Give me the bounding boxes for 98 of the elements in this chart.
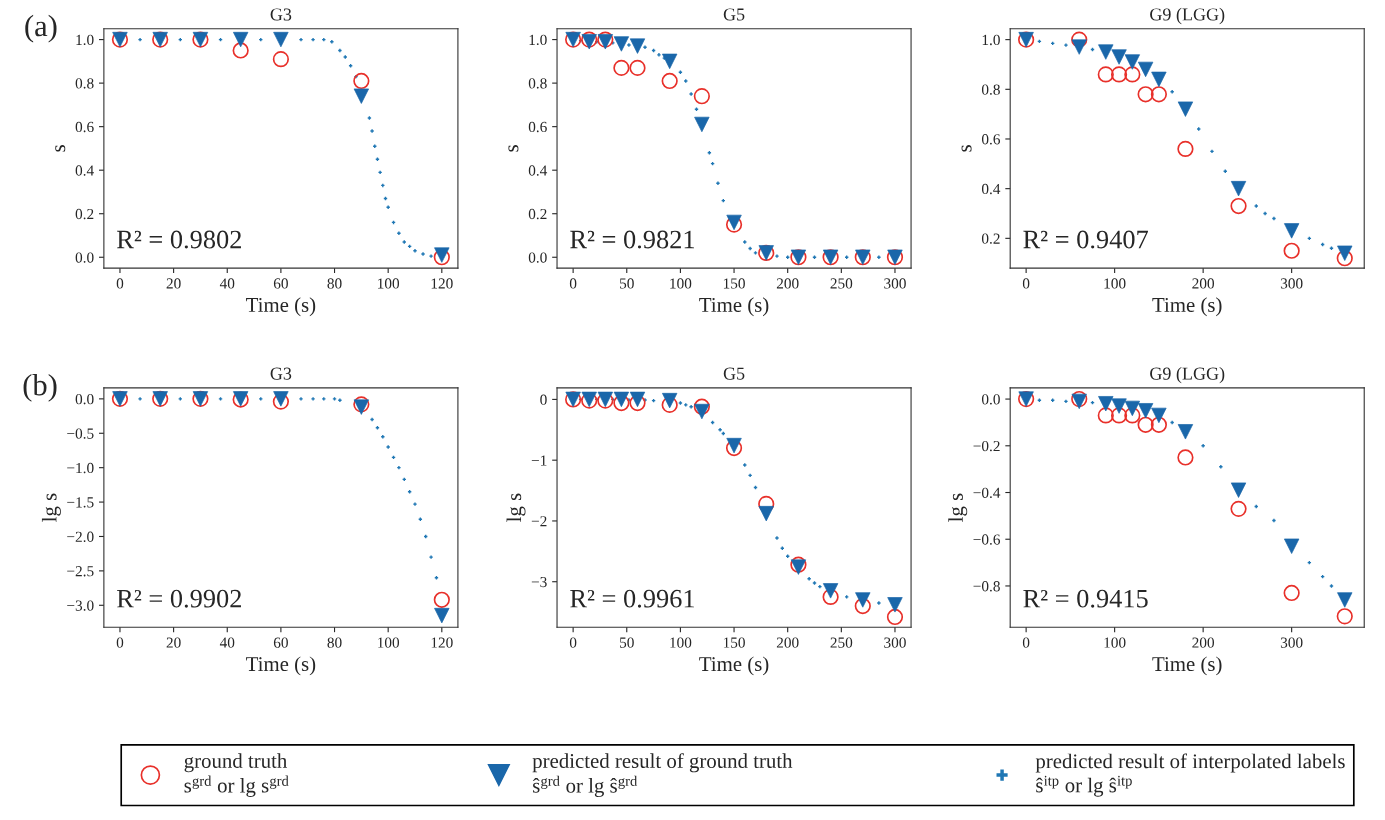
x-tick-label: 120 <box>431 278 453 289</box>
y-tick-label: −1 <box>531 455 547 466</box>
x-axis-title: Time (s) <box>699 297 769 317</box>
y-tick-label: 0.2 <box>981 233 1000 244</box>
chart-title: G3 <box>270 8 292 21</box>
y-tick-label: 0.8 <box>528 78 547 89</box>
y-tick-label: 0.2 <box>528 208 547 220</box>
y-tick-label: 0.0 <box>75 394 94 405</box>
x-tick-label: 0 <box>116 637 124 648</box>
y-axis-title: s <box>961 145 972 152</box>
y-tick-label: −2.5 <box>67 566 94 577</box>
x-tick-label: 20 <box>166 637 181 648</box>
y-tick-label: 0 <box>540 394 547 405</box>
y-tick-label: 0.6 <box>528 121 547 133</box>
chart-title: G9 (LGG) <box>1150 367 1225 384</box>
x-tick-label: 50 <box>620 637 634 648</box>
text: (a) <box>25 14 57 43</box>
chart-title: G9 (LGG) <box>1150 7 1225 25</box>
y-tick-label: −0.6 <box>973 534 1001 545</box>
legend-label: predicted result of ground truth ŝ$^{grd}$ or lg ŝ$^{grd}$ <box>532 753 793 797</box>
x-tick-label: 0 <box>1022 278 1030 289</box>
y-tick-label: 0.2 <box>75 208 94 220</box>
x-tick-label: 80 <box>327 278 342 289</box>
x-tick-label: 200 <box>776 278 799 289</box>
x-tick-label: 0 <box>569 278 577 289</box>
x-tick-label: 100 <box>670 637 692 648</box>
y-axis-title: lg s <box>948 493 968 522</box>
y-tick-label: 0.0 <box>528 252 547 263</box>
annotation: R² = 0.9415 <box>1023 589 1148 608</box>
y-tick-label: −0.4 <box>973 487 1001 499</box>
y-tick-label: −0.8 <box>973 581 1000 592</box>
x-tick-label: 200 <box>776 637 799 648</box>
y-tick-label: −0.5 <box>67 428 94 439</box>
x-tick-label: 0 <box>116 278 124 289</box>
y-tick-label: 0.4 <box>75 165 94 176</box>
x-tick-label: 50 <box>620 278 634 289</box>
x-tick-label: 300 <box>1280 278 1303 289</box>
x-tick-label: 250 <box>830 637 853 648</box>
x-tick-label: 100 <box>670 278 692 289</box>
y-axis-title: s <box>508 145 519 152</box>
x-tick-label: 300 <box>884 278 906 289</box>
y-axis-title: lg s <box>506 493 526 522</box>
annotation: R² = 0.9961 <box>570 589 694 608</box>
x-axis-title: Time (s) <box>1152 656 1222 676</box>
x-axis-title: Time (s) <box>246 656 316 676</box>
x-tick-label: 200 <box>1192 637 1215 648</box>
y-tick-label: 0.0 <box>75 252 94 263</box>
y-axis-title: s <box>55 145 66 152</box>
y-tick-label: 0.6 <box>981 134 1001 145</box>
x-tick-label: 150 <box>723 637 745 648</box>
y-tick-label: −1.0 <box>67 462 94 474</box>
y-tick-label: 0.6 <box>75 121 94 133</box>
x-axis-title: Time (s) <box>699 656 769 676</box>
y-tick-label: −2 <box>531 516 547 527</box>
x-tick-label: 20 <box>166 278 181 289</box>
x-tick-label: 60 <box>273 637 288 648</box>
x-tick-label: 40 <box>219 637 235 648</box>
y-tick-label: −0.2 <box>973 440 1000 452</box>
annotation: R² = 0.9802 <box>117 230 241 249</box>
y-tick-label: 0.8 <box>981 84 1000 95</box>
y-tick-label: −2.0 <box>67 531 94 542</box>
y-axis-title: lg s <box>41 493 61 522</box>
x-tick-label: 300 <box>884 637 906 648</box>
y-tick-label: 1.0 <box>982 34 1000 46</box>
x-tick-label: 100 <box>378 637 400 648</box>
y-tick-label: −1.5 <box>67 497 94 508</box>
x-tick-label: 80 <box>327 637 342 648</box>
x-tick-label: 60 <box>273 278 288 289</box>
x-tick-label: 0 <box>569 637 577 648</box>
y-tick-label: 1.0 <box>529 34 547 46</box>
x-tick-label: 150 <box>723 278 745 289</box>
legend-label: predicted result of interpolated labels ŝ$^{itp}$ or lg ŝ$^{itp}$ <box>1035 753 1345 797</box>
y-tick-label: 0.8 <box>75 78 94 89</box>
x-axis-title: Time (s) <box>246 297 316 317</box>
x-tick-label: 100 <box>1104 637 1126 648</box>
legend-label: ground truth s$^{grd}$ or lg s$^{grd}$ <box>184 753 289 797</box>
annotation: R² = 0.9821 <box>570 230 694 249</box>
x-axis-title: Time (s) <box>1152 297 1222 317</box>
y-tick-label: −3.0 <box>67 600 94 611</box>
y-tick-label: 0.4 <box>981 183 1001 195</box>
y-tick-label: 0.0 <box>981 394 1000 405</box>
chart-title: G5 <box>723 367 745 380</box>
annotation: R² = 0.9902 <box>117 589 241 608</box>
x-tick-label: 250 <box>830 278 853 289</box>
chart-title: G3 <box>270 367 292 380</box>
x-tick-label: 200 <box>1192 278 1215 289</box>
x-tick-label: 120 <box>431 637 453 648</box>
x-tick-label: 40 <box>219 278 235 289</box>
annotation: R² = 0.9407 <box>1023 230 1148 249</box>
x-tick-label: 0 <box>1022 637 1030 648</box>
x-tick-label: 300 <box>1280 637 1303 648</box>
y-tick-label: −3 <box>531 576 547 588</box>
x-tick-label: 100 <box>378 278 400 289</box>
chart-title: G5 <box>723 8 745 21</box>
y-tick-label: 1.0 <box>76 34 94 46</box>
x-tick-label: 100 <box>1104 278 1126 289</box>
text: (b) <box>23 374 57 402</box>
y-tick-label: 0.4 <box>528 165 548 176</box>
